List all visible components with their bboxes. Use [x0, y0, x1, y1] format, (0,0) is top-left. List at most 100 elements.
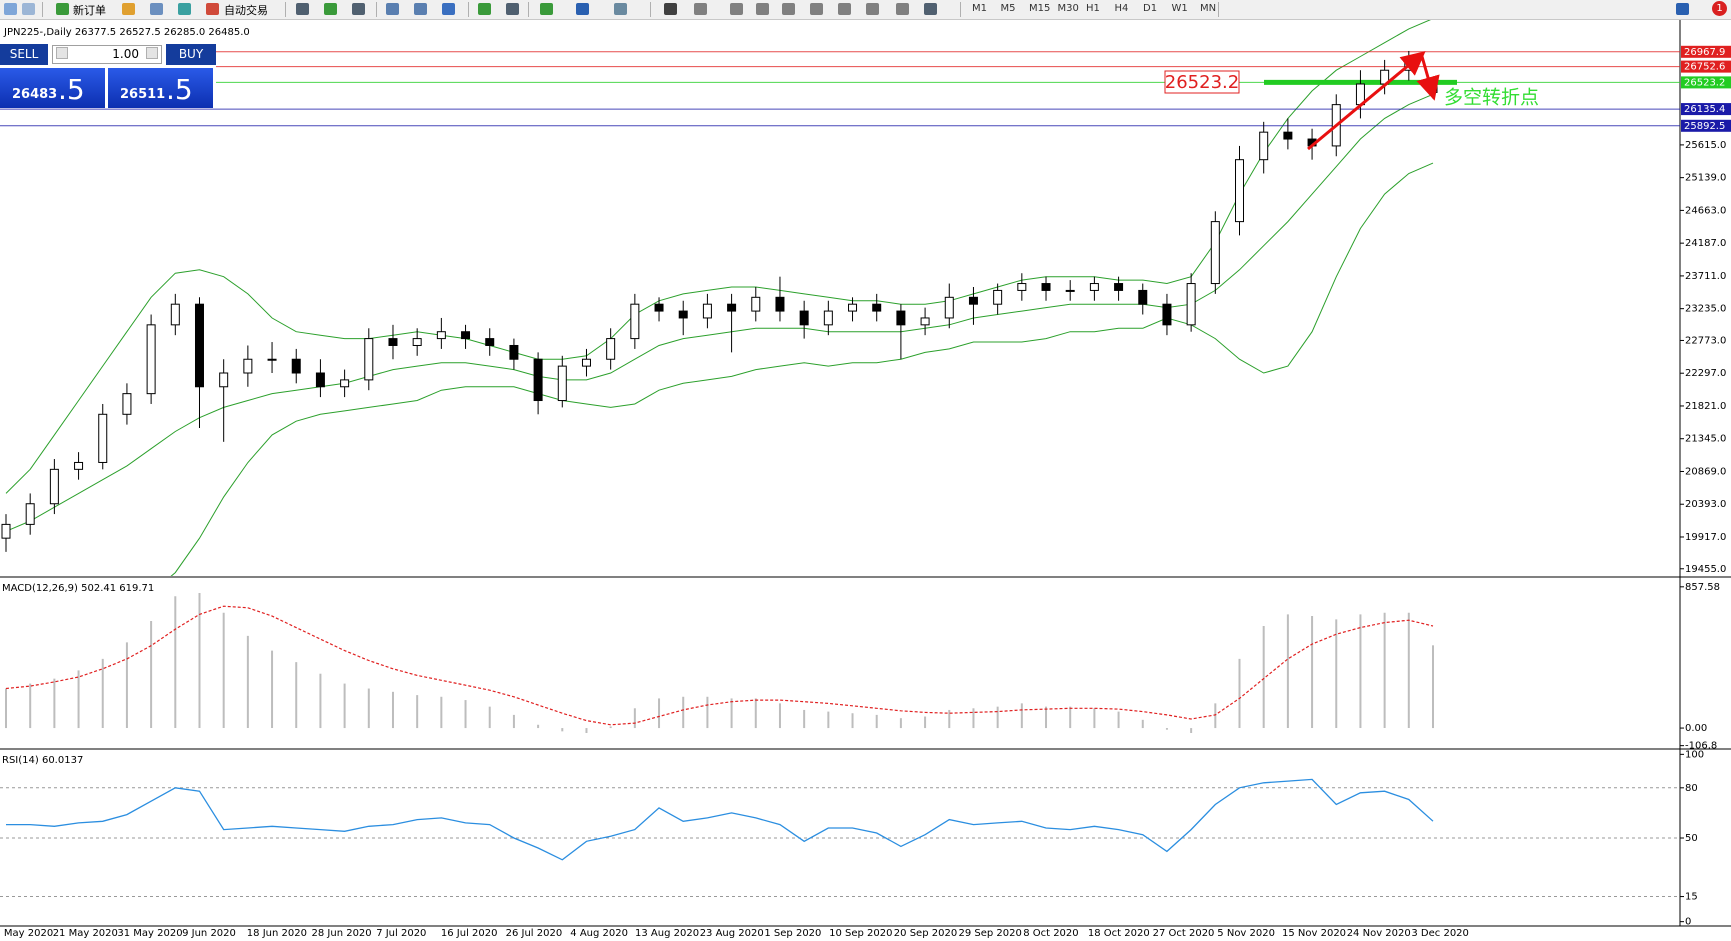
- candle-body: [1089, 283, 1099, 291]
- icon[interactable]: [386, 3, 399, 15]
- level-label: 26752.6: [1684, 62, 1725, 73]
- separator: [376, 2, 377, 17]
- icon[interactable]: [352, 3, 365, 15]
- bid-main: 26483: [12, 87, 58, 102]
- timeframe-button[interactable]: M5: [1000, 3, 1016, 14]
- candle-body: [1283, 131, 1293, 140]
- icon[interactable]: [576, 3, 589, 15]
- drawn-arrow: [1307, 51, 1426, 151]
- rsi-line: [6, 778, 1434, 861]
- alert-badge[interactable]: 1: [1712, 1, 1727, 16]
- icon[interactable]: [896, 3, 909, 15]
- icon[interactable]: [614, 3, 627, 15]
- icon[interactable]: [414, 3, 427, 15]
- icon[interactable]: [664, 3, 677, 15]
- level-label: 25892.5: [1684, 121, 1725, 132]
- candle-body: [1041, 283, 1051, 291]
- icon[interactable]: [178, 3, 191, 15]
- timeframe-button[interactable]: M15: [1029, 3, 1051, 14]
- x-tick-label: 26 Jul 2020: [506, 928, 563, 939]
- x-tick-label: 15 Nov 2020: [1282, 928, 1346, 939]
- timeframe-button[interactable]: W1: [1171, 3, 1188, 14]
- y-tick-label: 100: [1685, 749, 1704, 760]
- bollinger-upper: [5, 20, 1431, 494]
- icon[interactable]: [540, 3, 553, 15]
- icon[interactable]: [478, 3, 491, 15]
- icon[interactable]: [150, 3, 163, 15]
- y-tick-label: 25139.0: [1685, 173, 1726, 184]
- icon[interactable]: [730, 3, 743, 15]
- search-icon[interactable]: [1676, 3, 1689, 15]
- drawn-arrow: [1416, 52, 1440, 101]
- icon[interactable]: [22, 3, 35, 15]
- x-tick-label: 24 Nov 2020: [1347, 928, 1411, 939]
- timeframe-button[interactable]: H1: [1086, 3, 1100, 14]
- icon[interactable]: [838, 3, 851, 15]
- candle-body: [799, 310, 809, 326]
- icon[interactable]: [506, 3, 519, 15]
- icon[interactable]: [756, 3, 769, 15]
- y-tick-label: 19455.0: [1685, 564, 1726, 575]
- bid-quote[interactable]: 26483 .5: [0, 68, 105, 108]
- x-tick-label: 28 Jun 2020: [312, 928, 372, 939]
- separator: [960, 2, 961, 17]
- icon[interactable]: [924, 3, 937, 15]
- candle-body: [630, 303, 640, 340]
- timeframe-button[interactable]: MN: [1200, 3, 1217, 14]
- icon[interactable]: [56, 3, 69, 15]
- separator: [285, 2, 286, 17]
- candle-body: [1138, 289, 1148, 305]
- icon[interactable]: [782, 3, 795, 15]
- candle-body: [775, 296, 785, 312]
- candle-body: [364, 338, 374, 381]
- candle-body: [1, 523, 11, 539]
- candle-body: [98, 413, 108, 463]
- x-tick-label: 23 Aug 2020: [700, 928, 764, 939]
- candle-body: [848, 303, 858, 312]
- bollinger-middle: [5, 93, 1434, 532]
- y-tick-label: 20393.0: [1685, 499, 1726, 510]
- icon[interactable]: [206, 3, 219, 15]
- icon[interactable]: [4, 3, 17, 15]
- icon[interactable]: [866, 3, 879, 15]
- icon[interactable]: [442, 3, 455, 15]
- candle-body: [340, 379, 350, 388]
- level-label: 26135.4: [1684, 104, 1725, 115]
- icon[interactable]: [324, 3, 337, 15]
- candle-body: [194, 303, 204, 388]
- x-tick-label: 7 Jul 2020: [376, 928, 426, 939]
- icon[interactable]: [296, 3, 309, 15]
- spin-down[interactable]: [56, 47, 68, 59]
- new-order-button[interactable]: 新订单: [73, 4, 106, 17]
- main-title: JPN225-,Daily 26377.5 26527.5 26285.0 26…: [3, 27, 250, 38]
- buy-button[interactable]: BUY: [166, 44, 216, 65]
- x-tick-label: 1 Sep 2020: [764, 928, 821, 939]
- lot-input[interactable]: 1.00: [52, 45, 162, 64]
- timeframe-button[interactable]: M1: [972, 3, 987, 14]
- icon[interactable]: [122, 3, 135, 15]
- candle-body: [751, 296, 761, 312]
- candle-body: [219, 372, 229, 388]
- separator: [468, 2, 469, 17]
- x-tick-label: 18 Oct 2020: [1088, 928, 1150, 939]
- ask-main: 26511: [120, 87, 166, 102]
- auto-trading-button[interactable]: 自动交易: [224, 4, 268, 17]
- spin-up[interactable]: [146, 47, 158, 59]
- icon[interactable]: [694, 3, 707, 15]
- candle-body: [1259, 131, 1269, 161]
- panel-plot: [5, 593, 1434, 733]
- y-tick-label: 25615.0: [1685, 140, 1726, 151]
- timeframe-button[interactable]: D1: [1143, 3, 1158, 14]
- separator: [1218, 2, 1219, 17]
- candle-body: [678, 310, 688, 319]
- icon[interactable]: [810, 3, 823, 15]
- y-tick-label: 19917.0: [1685, 532, 1726, 543]
- candle-body: [388, 338, 398, 346]
- timeframe-button[interactable]: M30: [1057, 3, 1079, 14]
- sell-button[interactable]: SELL: [0, 44, 48, 65]
- candle-body: [1065, 289, 1075, 292]
- ask-quote[interactable]: 26511 .5: [108, 68, 213, 108]
- timeframe-button[interactable]: H4: [1114, 3, 1129, 14]
